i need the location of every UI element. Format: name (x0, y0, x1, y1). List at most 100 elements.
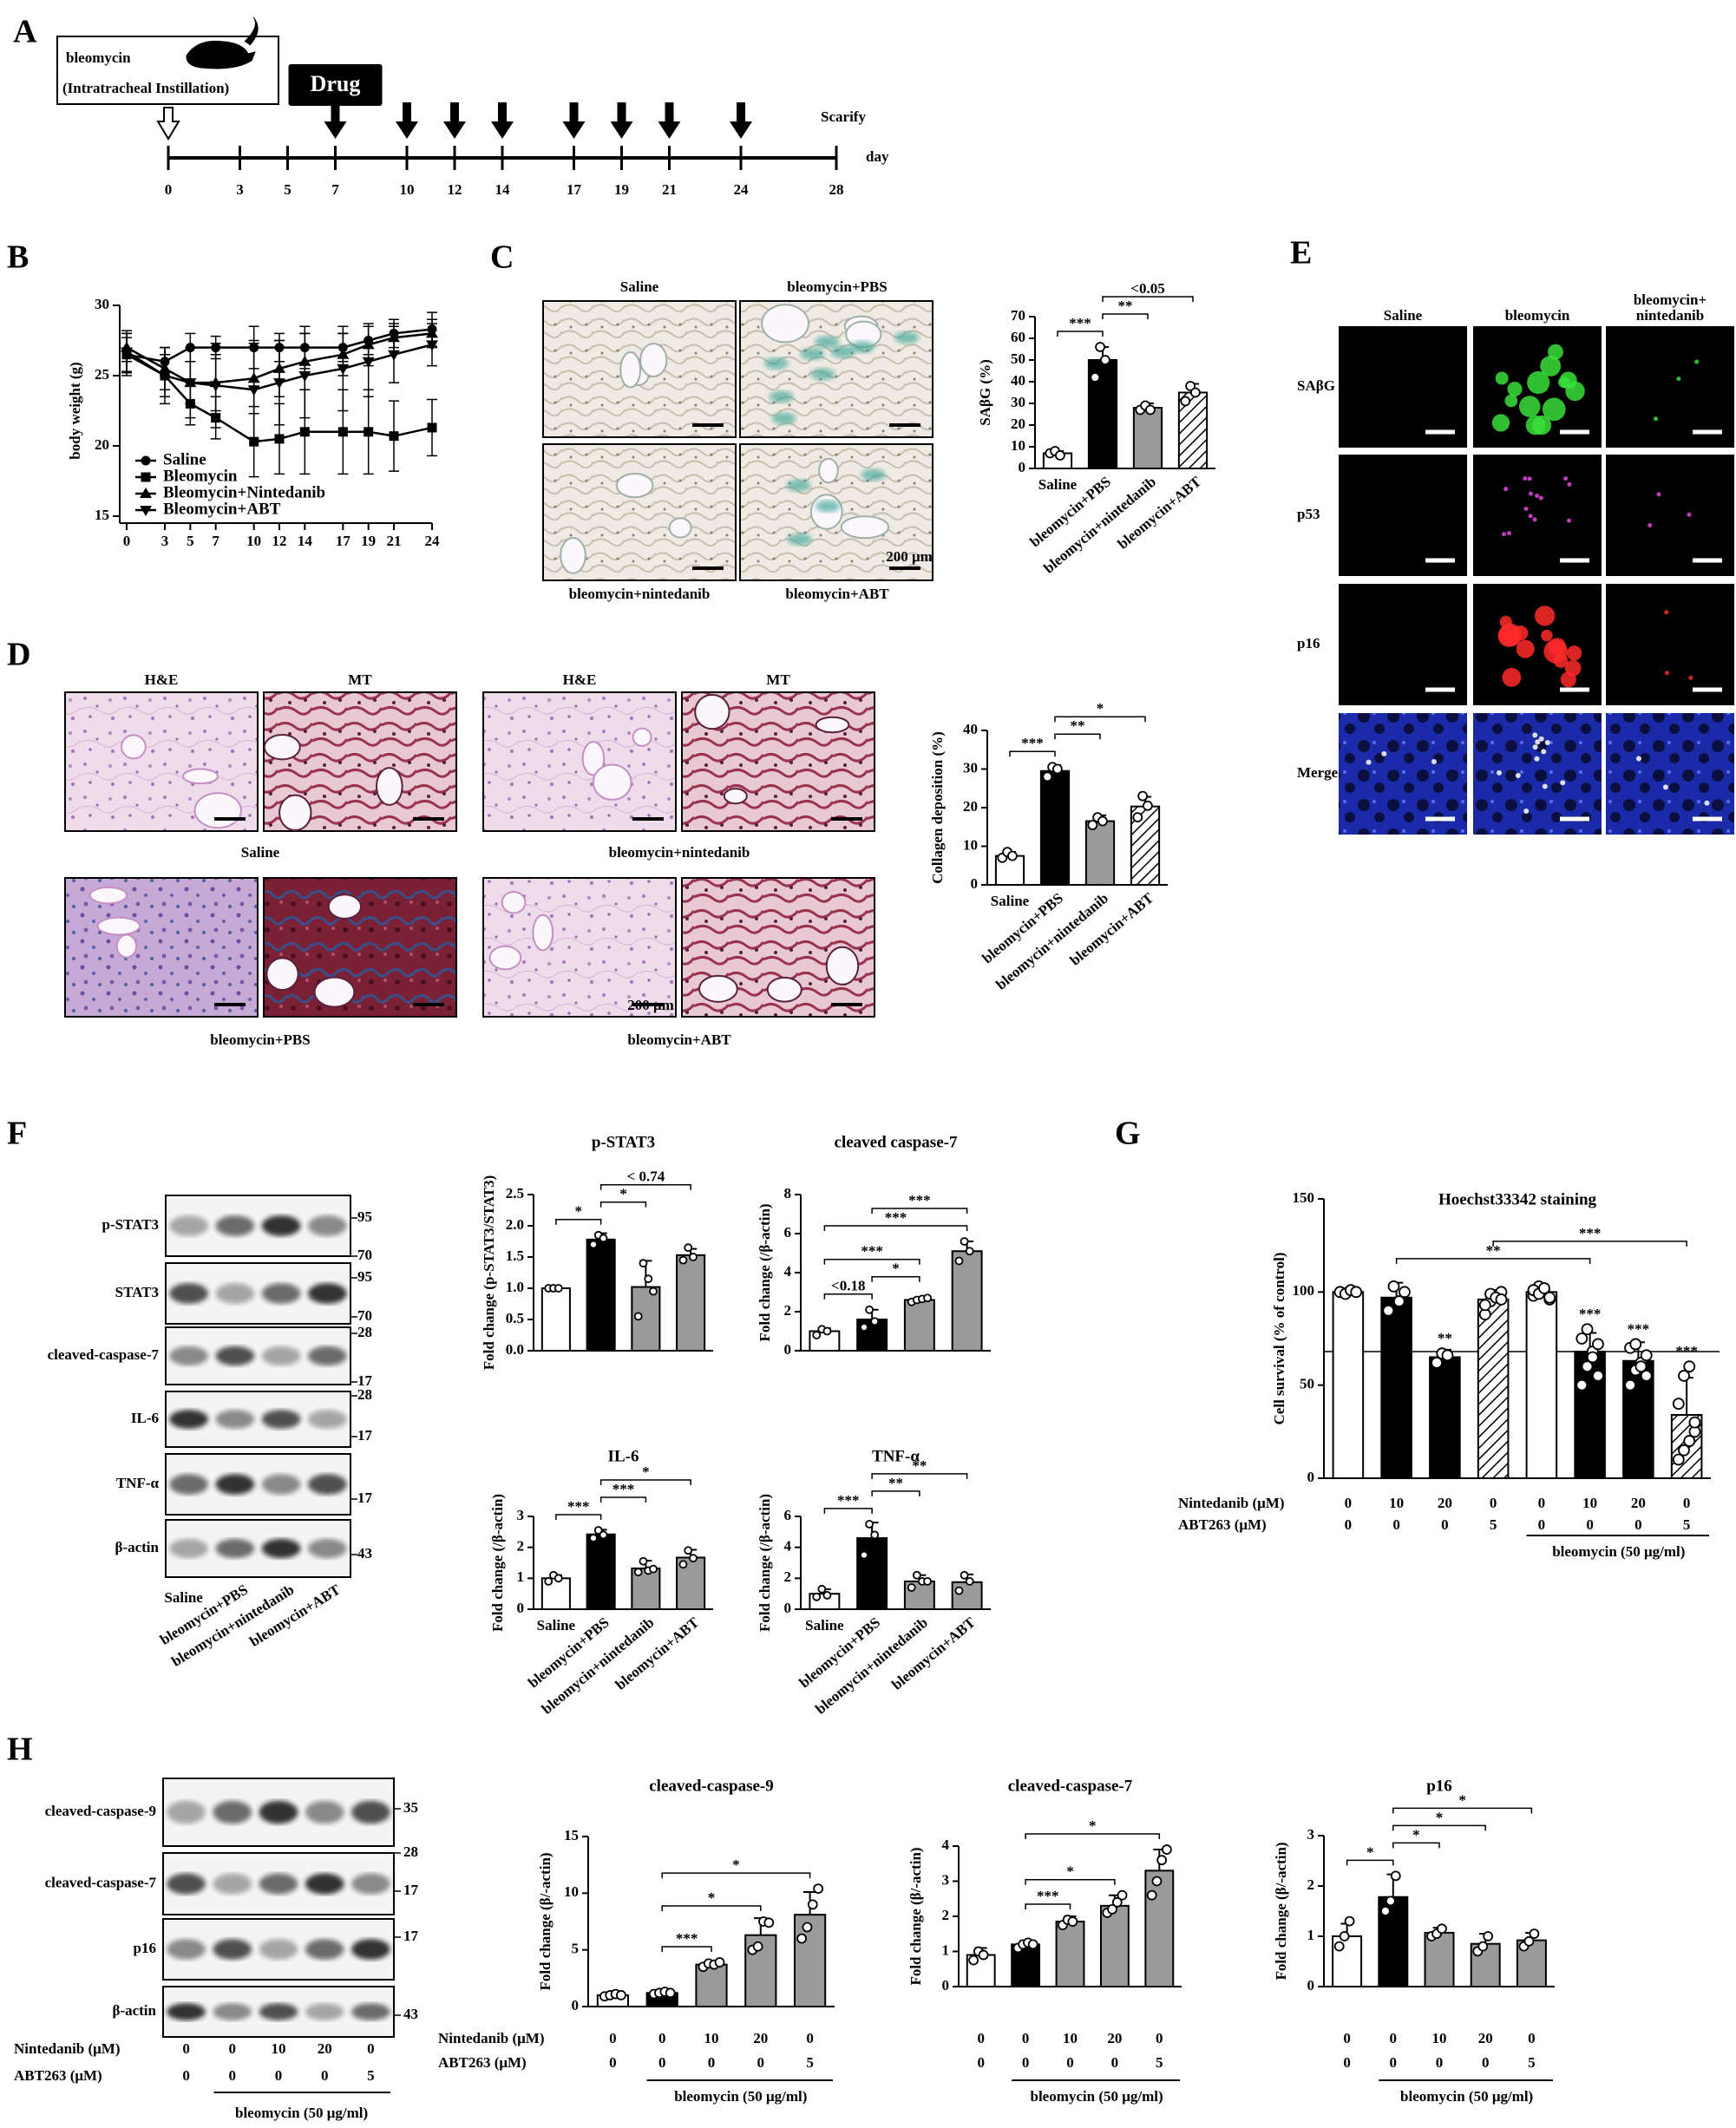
airspace (632, 727, 652, 747)
significance: * (1436, 1809, 1444, 1825)
significance-bracket (1102, 313, 1149, 319)
condition-value: 0 (1683, 1495, 1691, 1511)
y-tick-label: 6 (784, 1507, 792, 1523)
mw-marker: 28 (357, 1324, 372, 1340)
x-tick-label: 19 (361, 533, 376, 549)
band (167, 2003, 206, 2020)
significance-bracket (871, 1276, 920, 1282)
significance-bracket (1009, 750, 1056, 757)
airspace (193, 792, 242, 829)
significance: <0.18 (831, 1278, 865, 1294)
data-point (1477, 1941, 1489, 1952)
band (215, 1538, 255, 1559)
marker (337, 363, 350, 375)
column-label: bleomycin+ (1634, 291, 1707, 308)
bar (676, 1254, 706, 1352)
marker (209, 381, 222, 392)
image-label: Saline (620, 278, 659, 295)
bar (903, 1580, 935, 1611)
column-label: bleomycin (1505, 307, 1570, 324)
condition-name: ABT263 (μM) (438, 2054, 527, 2071)
band (167, 1800, 206, 1824)
signal (1535, 606, 1556, 626)
condition-value: 5 (1528, 2054, 1536, 2071)
y-tick-label: 6 (784, 1224, 792, 1241)
marker (273, 378, 285, 390)
significance: ** (1118, 298, 1133, 314)
data-point (1090, 372, 1101, 383)
data-point (554, 1284, 563, 1293)
data-point (1042, 771, 1053, 782)
significance-bracket (661, 1946, 712, 1953)
signal (1498, 623, 1523, 647)
group-label: bleomycin (50 μg/ml) (1552, 1543, 1685, 1560)
data-point (1586, 1351, 1599, 1364)
condition-value: 0 (1390, 2054, 1398, 2071)
condition-value: 0 (1022, 2030, 1030, 2046)
band (261, 1538, 301, 1559)
band (213, 2003, 252, 2020)
significance: * (575, 1203, 583, 1220)
data-point (599, 1530, 608, 1540)
airspace (723, 788, 748, 805)
data-point (599, 1234, 608, 1243)
y-axis-label: Fold change (β/-actin) (1273, 1842, 1289, 1980)
condition-value: 0 (1436, 2054, 1444, 2071)
marker (426, 340, 438, 351)
fluorescence-image (1339, 584, 1467, 705)
band (261, 1474, 301, 1495)
data-point (1107, 1903, 1117, 1915)
signal (1676, 376, 1681, 382)
significance-bracket (599, 1479, 691, 1486)
airspace (694, 693, 730, 730)
signal (1523, 808, 1530, 814)
panel-label: C (490, 239, 514, 276)
significance-bracket (1025, 1833, 1161, 1840)
box-text: (Intratracheal Instillation) (62, 80, 229, 96)
significance: * (1412, 1826, 1420, 1843)
y-tick-label: 2 (784, 1568, 792, 1585)
data-point (822, 1591, 832, 1600)
data-point (639, 1556, 648, 1566)
data-point (639, 1259, 648, 1268)
data-point (633, 1568, 643, 1577)
stain-label: H&E (563, 671, 597, 688)
row-label: SAβG (1297, 377, 1335, 394)
y-tick-label: 150 (1293, 1189, 1315, 1206)
data-point (1581, 1360, 1594, 1373)
data-point (1678, 1444, 1690, 1457)
scale-label: 200 μm (886, 548, 933, 565)
stain-label: MT (348, 671, 372, 688)
fluorescence-image (1473, 584, 1602, 705)
mw-marker: 43 (357, 1545, 372, 1562)
x-tick-label: Saline (991, 893, 1030, 909)
y-tick-label: 20 (1011, 416, 1025, 432)
significance-bracket (599, 1184, 691, 1190)
stain-patch (849, 340, 875, 353)
condition-value: 0 (1343, 2054, 1351, 2071)
condition-value: 20 (318, 2040, 332, 2057)
signal (1566, 518, 1571, 523)
data-point (1143, 800, 1153, 811)
band (213, 1800, 252, 1824)
marker (141, 455, 151, 466)
significance-bracket (1392, 1824, 1486, 1831)
condition-value: 0 (1441, 1516, 1449, 1533)
data-point (649, 1564, 658, 1574)
stain-patch (861, 468, 886, 481)
significance-bracket (555, 1219, 602, 1225)
data-point (1137, 790, 1148, 802)
signal (1501, 532, 1506, 537)
marker (141, 472, 151, 482)
bar (1429, 1356, 1461, 1480)
data-point (1399, 1286, 1411, 1299)
significance: *** (1069, 315, 1091, 331)
condition-value: 10 (1389, 1495, 1404, 1511)
stain-label: MT (766, 671, 790, 688)
mw-marker: 28 (403, 1843, 418, 1860)
blot-row-label: β-actin (112, 2002, 156, 2019)
data-point (689, 1253, 698, 1261)
bar (1332, 1291, 1365, 1480)
image-label: bleomycin+nintedanib (569, 586, 711, 602)
significance: * (1458, 1791, 1466, 1808)
